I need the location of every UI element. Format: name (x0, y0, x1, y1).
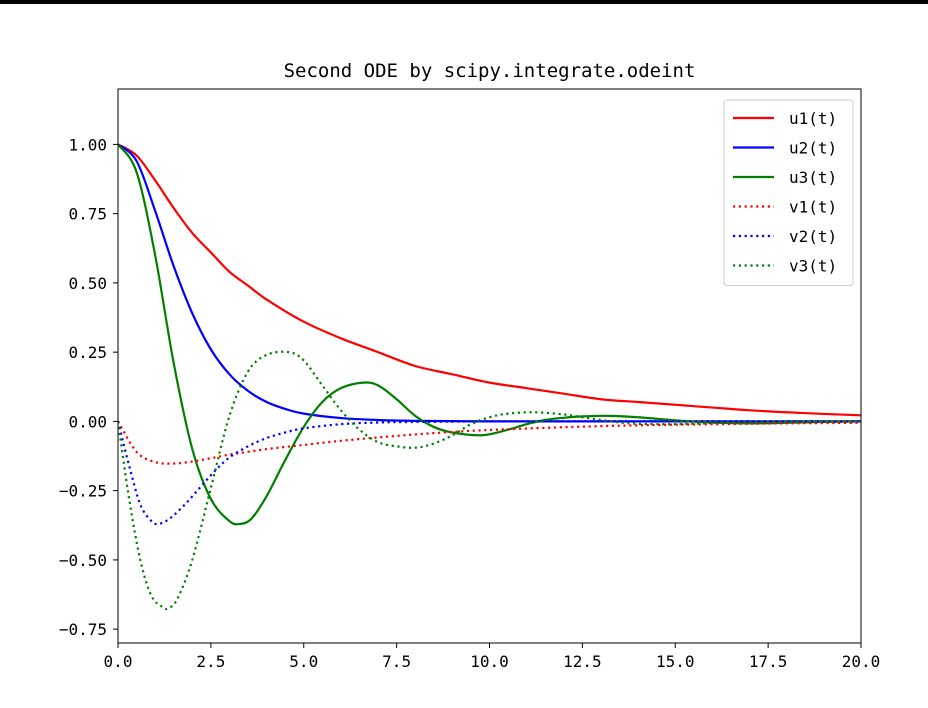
plot-series-group (118, 143, 861, 611)
y-axis: 1.00 0.75 0.50 0.25 0.00 −0.25 −0.50 −0.75 (59, 135, 118, 639)
window-top-border (0, 0, 928, 4)
x-tick-label: 12.5 (563, 652, 602, 671)
x-tick-label: 15.0 (656, 652, 695, 671)
x-tick-label: 5.0 (289, 652, 318, 671)
x-tick-label: 2.5 (196, 652, 225, 671)
y-tick-label: 0.00 (68, 412, 107, 431)
y-tick-label: −0.25 (59, 482, 107, 501)
x-tick-label: 20.0 (842, 652, 881, 671)
legend-label: u2(t) (789, 139, 837, 158)
legend-label: v3(t) (789, 257, 837, 276)
legend-label: u1(t) (789, 109, 837, 128)
y-tick-label: 0.75 (68, 205, 107, 224)
series-line-u2t (118, 143, 861, 423)
y-tick-label: 1.00 (68, 135, 107, 154)
series-line-u3t (118, 143, 861, 526)
y-tick-label: −0.50 (59, 551, 107, 570)
series-line-u1t (118, 143, 861, 417)
x-tick-label: 17.5 (749, 652, 788, 671)
series-line-v1t (118, 420, 861, 465)
x-tick-label: 10.0 (470, 652, 509, 671)
x-tick-label: 7.5 (382, 652, 411, 671)
legend-frame (723, 99, 854, 286)
x-axis: 0.0 2.5 5.0 7.5 10.0 12.5 15.0 17.5 20.0 (104, 643, 881, 671)
x-tick-label: 0.0 (104, 652, 133, 671)
y-tick-label: 0.25 (68, 343, 107, 362)
legend-label: u3(t) (789, 168, 837, 187)
chart-title: Second ODE by scipy.integrate.odeint (284, 60, 696, 82)
series-line-v2t (118, 420, 861, 526)
y-tick-label: 0.50 (68, 274, 107, 293)
y-tick-label: −0.75 (59, 620, 107, 639)
legend: u1(t) u2(t) u3(t) v1(t) v2(t) v3(t) (723, 99, 854, 286)
legend-label: v1(t) (789, 198, 837, 217)
legend-label: v2(t) (789, 227, 837, 246)
series-line-v3t (118, 350, 861, 611)
